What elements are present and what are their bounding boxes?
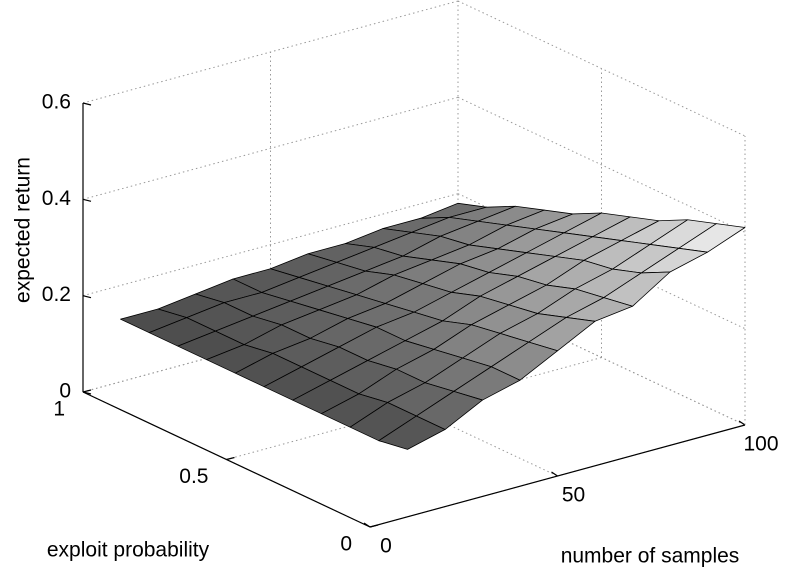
tick-mark: [82, 295, 92, 299]
x-tick-label: 0: [380, 535, 392, 558]
y-tick-label: 0.5: [179, 465, 208, 488]
y-tick-label: 1: [53, 398, 65, 421]
z-axis-label: expected return: [12, 157, 35, 303]
x-axis-label: number of samples: [561, 545, 740, 568]
x-tick-label: 100: [743, 433, 778, 456]
surface-patch: [378, 415, 446, 450]
grid-line: [457, 96, 746, 233]
z-tick-label: 0.2: [42, 283, 71, 306]
grid-line: [82, 96, 459, 200]
z-tick-label: 0.6: [42, 91, 71, 114]
tick-mark: [226, 456, 235, 461]
tick-mark: [82, 102, 92, 106]
grid-line: [82, 193, 459, 297]
tick-mark: [82, 198, 92, 202]
tick-mark: [551, 471, 558, 477]
x-tick-label: 50: [562, 484, 585, 507]
z-tick-label: 0.4: [42, 187, 72, 210]
y-axis-label: exploit probability: [47, 539, 210, 562]
z-tick-label: 0: [59, 380, 71, 403]
tick-mark: [738, 420, 746, 426]
tick-mark: [82, 389, 92, 393]
y-tick-label: 0: [340, 533, 352, 556]
x-axis: [369, 424, 746, 528]
y-axis: [82, 391, 371, 528]
